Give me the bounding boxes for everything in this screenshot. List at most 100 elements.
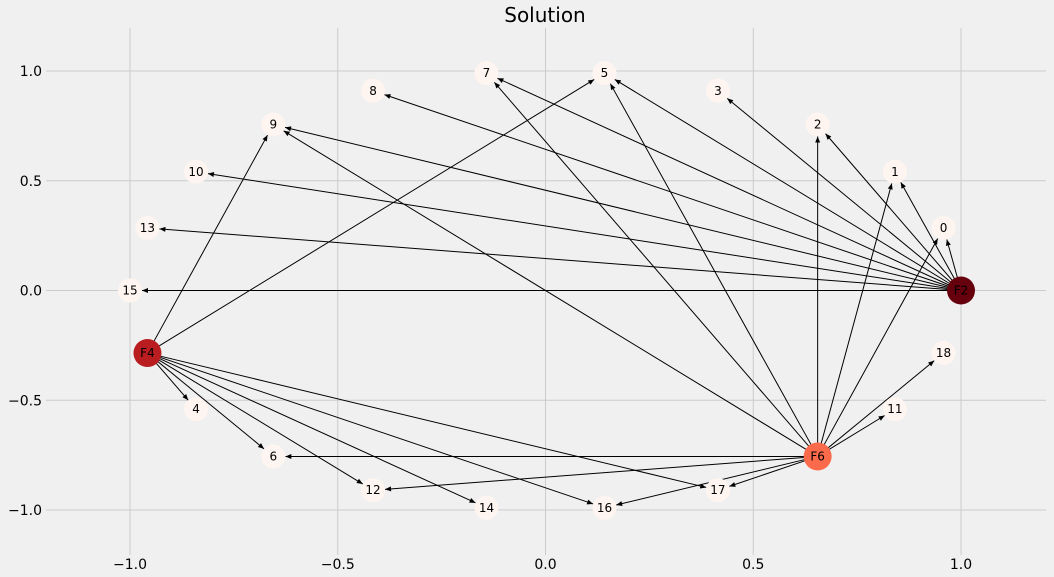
arrowhead-F4-16 xyxy=(586,499,594,505)
node-label-13: 13 xyxy=(140,221,155,235)
arrowhead-F2-1 xyxy=(900,182,906,189)
edge-F4-14 xyxy=(147,352,476,504)
node-11 xyxy=(882,397,907,422)
node-label-17: 17 xyxy=(710,483,725,497)
arrowhead-F6-11 xyxy=(878,415,885,421)
arrowhead-F2-10 xyxy=(207,172,215,177)
y-tick-label: 1.0 xyxy=(20,64,42,80)
arrowhead-F6-5 xyxy=(610,83,616,91)
node-10 xyxy=(184,159,209,184)
arrowhead-F4-4 xyxy=(182,394,189,401)
arrowhead-F2-9 xyxy=(285,126,292,132)
y-tick-label: 0.0 xyxy=(20,284,42,300)
node-label-7: 7 xyxy=(483,66,491,80)
arrowhead-F6-1 xyxy=(887,183,893,190)
node-label-0: 0 xyxy=(940,221,948,235)
arrowhead-F2-13 xyxy=(159,226,166,232)
edge-F2-3 xyxy=(726,97,962,291)
node-label-9: 9 xyxy=(270,118,278,132)
node-label-2: 2 xyxy=(814,118,822,132)
node-label-14: 14 xyxy=(479,501,494,515)
node-label-5: 5 xyxy=(601,66,609,80)
node-label-F6: F6 xyxy=(810,449,825,463)
node-label-6: 6 xyxy=(270,449,278,463)
edge-F2-9 xyxy=(284,126,962,291)
node-18 xyxy=(931,341,956,366)
edge-F6-17 xyxy=(729,455,818,487)
node-label-16: 16 xyxy=(597,501,612,515)
edge-F2-2 xyxy=(825,133,962,291)
edge-F2-1 xyxy=(900,181,962,291)
node-16 xyxy=(592,495,617,520)
node-6 xyxy=(261,444,286,469)
edge-F6-1 xyxy=(817,183,893,457)
node-2 xyxy=(805,112,830,137)
node-label-1: 1 xyxy=(891,165,899,179)
edges xyxy=(142,77,962,507)
arrowhead-F6-17 xyxy=(729,482,736,487)
edge-F2-13 xyxy=(159,228,962,291)
node-12 xyxy=(361,478,386,503)
y-tick-label: −1.0 xyxy=(8,503,42,519)
node-13 xyxy=(135,215,160,240)
node-7 xyxy=(474,61,499,86)
edge-F6-18 xyxy=(817,360,935,457)
arrowhead-F2-3 xyxy=(727,98,734,105)
node-label-12: 12 xyxy=(365,483,380,497)
node-label-8: 8 xyxy=(369,84,377,98)
edge-F6-12 xyxy=(384,455,818,490)
edge-F2-7 xyxy=(497,77,962,291)
node-F2 xyxy=(947,276,975,305)
x-tick-label: −0.5 xyxy=(321,557,355,573)
node-label-F4: F4 xyxy=(140,346,155,360)
arrowhead-F6-12 xyxy=(385,486,392,492)
x-tick-label: 0.0 xyxy=(534,557,556,573)
node-label-F2: F2 xyxy=(954,284,969,298)
arrowhead-F6-2 xyxy=(815,136,821,143)
node-label-11: 11 xyxy=(887,402,902,416)
chart-title: Solution xyxy=(504,3,585,27)
edge-F6-7 xyxy=(493,81,819,457)
node-F6 xyxy=(803,442,832,471)
arrowhead-F2-15 xyxy=(142,288,148,293)
arrowhead-F6-7 xyxy=(494,82,501,89)
arrowhead-F6-16 xyxy=(616,501,623,507)
edge-F6-9 xyxy=(283,130,818,457)
node-label-3: 3 xyxy=(714,84,722,98)
edge-F6-5 xyxy=(609,83,819,457)
x-tick-label: 1.0 xyxy=(950,557,972,573)
edge-F4-5 xyxy=(147,79,595,354)
node-9 xyxy=(261,112,286,137)
arrowhead-F6-9 xyxy=(283,130,291,137)
node-3 xyxy=(705,78,730,103)
arrowhead-F6-6 xyxy=(285,453,292,459)
arrowhead-F4-6 xyxy=(257,443,265,449)
arrowhead-F6-18 xyxy=(928,360,935,367)
node-label-10: 10 xyxy=(188,165,203,179)
node-5 xyxy=(592,61,617,86)
arrowhead-F4-12 xyxy=(356,478,363,485)
node-0 xyxy=(931,215,956,240)
node-14 xyxy=(474,495,499,520)
arrowhead-F2-5 xyxy=(614,79,622,85)
edge-F4-6 xyxy=(147,352,265,450)
arrowhead-F4-14 xyxy=(469,498,476,503)
node-8 xyxy=(361,78,386,103)
arrowhead-F2-0 xyxy=(945,239,951,246)
node-15 xyxy=(118,278,142,303)
x-tick-label: −1.0 xyxy=(113,557,147,573)
node-1 xyxy=(882,159,907,184)
x-axis-ticks: −1.0 −0.5 0.0 0.5 1.0 xyxy=(113,557,972,573)
y-tick-label: −0.5 xyxy=(8,393,42,409)
x-tick-label: 0.5 xyxy=(742,557,764,573)
y-axis-ticks: 1.0 0.5 0.0 −0.5 −1.0 xyxy=(8,64,42,519)
edge-F4-12 xyxy=(147,352,364,485)
edge-F2-5 xyxy=(614,79,962,291)
node-17 xyxy=(705,478,730,503)
arrowhead-F4-5 xyxy=(587,79,595,85)
arrowhead-F2-2 xyxy=(825,133,832,140)
node-4 xyxy=(184,397,209,422)
